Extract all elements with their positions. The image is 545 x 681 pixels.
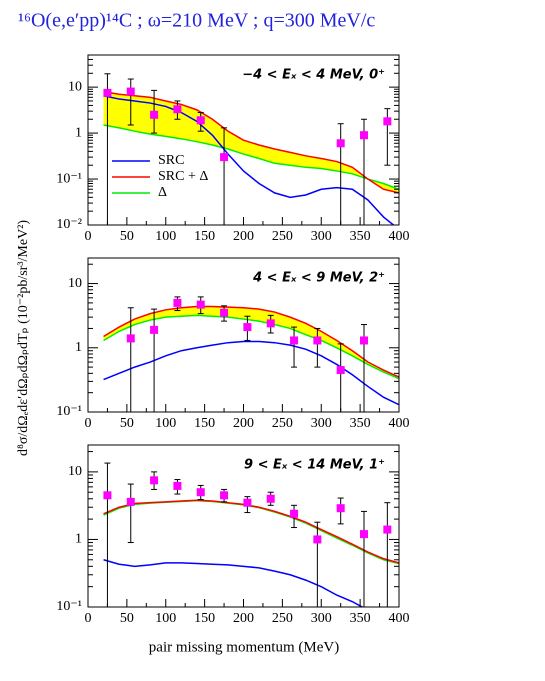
data-point: [243, 323, 252, 332]
data-point: [220, 308, 229, 317]
x-tick-label: 100: [155, 229, 176, 244]
legend-label: Δ: [158, 185, 167, 200]
x-tick-label: 50: [120, 416, 134, 431]
x-tick-label: 50: [120, 229, 134, 244]
data-point: [336, 366, 345, 375]
data-point: [173, 105, 182, 114]
y-tick-label: 1: [75, 340, 82, 355]
x-tick-label: 0: [85, 229, 92, 244]
x-tick-label: 150: [194, 229, 215, 244]
y-axis-label: d⁸σ/dΩₑdε′dΩₚdΩₚdTₚ (10⁻²pb/sr³/MeV²): [16, 220, 31, 456]
figure-title: ¹⁶O(e,e′pp)¹⁴C ; ω=210 MeV ; q=300 MeV/c: [18, 10, 375, 32]
series-line: [103, 314, 399, 380]
series-line: [103, 90, 399, 194]
data-point: [196, 300, 205, 309]
x-tick-label: 100: [155, 611, 176, 626]
data-point: [150, 476, 159, 485]
data-point: [126, 87, 135, 96]
series-line: [103, 340, 399, 406]
series-line: [103, 499, 399, 564]
data-point: [103, 88, 112, 97]
plot-area: [103, 462, 399, 607]
data-point: [173, 481, 182, 490]
x-axis-label: pair missing momentum (MeV): [149, 639, 339, 655]
data-point: [196, 488, 205, 497]
x-tick-label: 200: [233, 416, 254, 431]
y-tick-label: 10⁻²: [56, 217, 82, 232]
y-tick-label: 10: [68, 464, 82, 479]
series-line: [103, 94, 395, 225]
legend-label: SRC: [158, 153, 184, 168]
data-point: [360, 530, 369, 539]
x-tick-label: 350: [350, 229, 371, 244]
data-point: [313, 336, 322, 345]
x-tick-label: 350: [350, 416, 371, 431]
series-line: [103, 124, 399, 190]
band: [103, 306, 399, 379]
data-point: [266, 494, 275, 503]
data-point: [336, 504, 345, 513]
data-point: [220, 491, 229, 500]
x-tick-label: 100: [155, 416, 176, 431]
y-tick-label: 10⁻¹: [56, 599, 82, 614]
data-point: [150, 110, 159, 119]
x-tick-label: 150: [194, 611, 215, 626]
data-point: [360, 131, 369, 140]
panel-label: 4 < Eₓ < 9 MeV, 2⁺: [252, 271, 385, 286]
x-tick-label: 400: [389, 611, 410, 626]
x-tick-label: 350: [350, 611, 371, 626]
x-tick-label: 200: [233, 611, 254, 626]
x-tick-label: 400: [389, 229, 410, 244]
data-point: [290, 509, 299, 518]
x-tick-label: 0: [85, 611, 92, 626]
x-tick-label: 250: [272, 229, 293, 244]
x-tick-label: 250: [272, 611, 293, 626]
data-point: [313, 535, 322, 544]
data-point: [196, 116, 205, 125]
series-line: [103, 559, 364, 607]
x-tick-label: 0: [85, 416, 92, 431]
series-line: [103, 499, 399, 565]
data-point: [266, 319, 275, 328]
x-tick-label: 300: [311, 229, 332, 244]
data-point: [360, 336, 369, 345]
data-point: [126, 497, 135, 506]
data-point: [336, 139, 345, 148]
y-tick-label: 10⁻¹: [56, 171, 82, 186]
y-tick-label: 10: [68, 276, 82, 291]
y-tick-label: 10: [68, 79, 82, 94]
legend-label: SRC + Δ: [158, 169, 208, 184]
plot-area: [103, 296, 399, 412]
x-tick-label: 250: [272, 416, 293, 431]
data-point: [220, 153, 229, 162]
data-point: [173, 298, 182, 307]
data-point: [243, 498, 252, 507]
data-point: [383, 117, 392, 126]
x-tick-label: 200: [233, 229, 254, 244]
y-tick-label: 1: [75, 532, 82, 547]
panel-label: −4 < Eₓ < 4 MeV, 0⁺: [242, 68, 385, 83]
x-tick-label: 150: [194, 416, 215, 431]
data-point: [150, 325, 159, 334]
data-point: [126, 334, 135, 343]
x-tick-label: 300: [311, 416, 332, 431]
data-point: [383, 525, 392, 534]
x-tick-label: 400: [389, 416, 410, 431]
panel-label: 9 < Eₓ < 14 MeV, 1⁺: [244, 458, 385, 473]
series-line: [103, 305, 399, 378]
band: [103, 500, 399, 564]
plot-area: [103, 73, 399, 225]
data-point: [103, 491, 112, 500]
x-tick-label: 50: [120, 611, 134, 626]
x-tick-label: 300: [311, 611, 332, 626]
y-tick-label: 10⁻¹: [56, 404, 82, 419]
y-tick-label: 1: [75, 125, 82, 140]
data-point: [290, 336, 299, 345]
